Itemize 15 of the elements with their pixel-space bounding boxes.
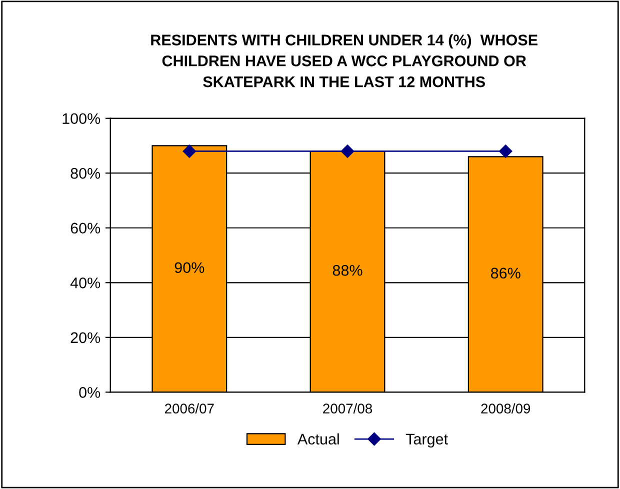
y-tick-label: 40% xyxy=(70,278,100,288)
data-label: 90% xyxy=(174,262,204,274)
y-tick-label: 60% xyxy=(70,222,100,234)
y-tick-label: 0% xyxy=(79,387,100,398)
chart-title: RESIDENTS WITH CHILDREN UNDER 14 (%) WHOSE CHILDREN HAVE USED A WCC PLAYGROUND OR SKATEPARK IN THE LAST 12 MONTHS xyxy=(151,34,538,88)
y-tick-label: 80% xyxy=(70,168,100,179)
x-tick-label: 2007/08 xyxy=(323,403,372,414)
legend-label: Target xyxy=(406,434,448,448)
x-tick-label: 2006/07 xyxy=(165,403,214,414)
y-tick-label: 100% xyxy=(62,113,100,124)
legend-label: Actual xyxy=(297,433,339,445)
y-tick-label: 20% xyxy=(70,332,100,344)
x-tick-label: 2008/09 xyxy=(481,403,530,414)
data-label: 86% xyxy=(490,268,520,279)
data-label: 88% xyxy=(332,264,362,276)
